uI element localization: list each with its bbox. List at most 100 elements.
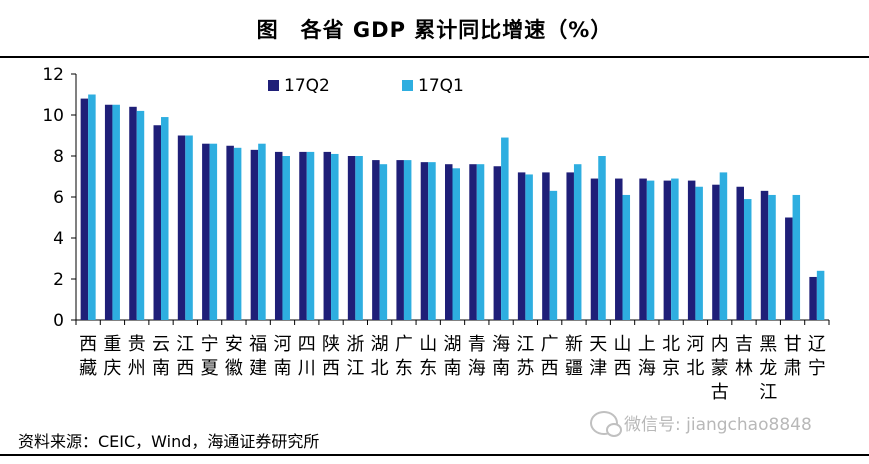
- chart-bars: [80, 94, 825, 321]
- x-tick-label: 山: [419, 334, 437, 355]
- legend-swatch-17Q1: [402, 80, 413, 91]
- x-tick-label: 宁: [201, 334, 219, 355]
- bar-17Q1: [355, 156, 363, 320]
- legend-label-17Q1: 17Q1: [418, 76, 464, 96]
- x-tick-label: 藏: [79, 358, 97, 379]
- x-tick-label: 内: [711, 334, 729, 355]
- x-tick-label: 南: [444, 358, 462, 379]
- x-tick-label: 西: [176, 358, 194, 379]
- bar-17Q2: [542, 172, 550, 320]
- bar-17Q1: [331, 153, 339, 320]
- bar-17Q2: [615, 178, 623, 320]
- bar-17Q1: [816, 270, 825, 320]
- bar-17Q2: [80, 98, 89, 320]
- x-tick-label: 黑: [759, 334, 777, 355]
- x-tick-label: 西: [322, 358, 340, 379]
- x-tick-label: 海: [468, 358, 486, 379]
- bar-17Q2: [469, 164, 477, 320]
- bar-17Q2: [323, 151, 332, 320]
- bar-17Q2: [687, 180, 696, 320]
- x-tick-label: 海: [638, 358, 656, 379]
- bar-17Q1: [282, 156, 290, 320]
- legend-swatch-17Q2: [268, 80, 279, 91]
- x-tick-label: 夏: [201, 358, 219, 379]
- y-tick-label: 8: [53, 147, 64, 167]
- bar-17Q2: [226, 145, 234, 320]
- bar-17Q1: [258, 143, 266, 320]
- watermark-text: 微信号: jiangchao8848: [624, 415, 812, 435]
- bar-17Q2: [639, 178, 647, 320]
- bar-17Q2: [566, 172, 574, 320]
- bar-17Q1: [88, 94, 96, 320]
- y-tick-label: 12: [42, 65, 64, 85]
- bar-17Q1: [185, 135, 193, 320]
- x-tick-label: 新: [565, 334, 583, 355]
- x-tick-label: 南: [273, 358, 291, 379]
- bar-17Q1: [792, 194, 801, 320]
- x-tick-label: 肃: [784, 358, 802, 379]
- x-tick-label: 浙: [346, 334, 364, 355]
- bar-17Q2: [736, 186, 744, 320]
- bar-17Q2: [347, 156, 356, 320]
- x-tick-label: 四: [298, 334, 316, 355]
- bar-17Q1: [549, 190, 558, 320]
- bar-17Q2: [177, 135, 186, 320]
- bottom-divider: [0, 454, 869, 456]
- x-tick-label: 贵: [128, 334, 146, 355]
- title-bar: 图 各省 GDP 累计同比增速（%）: [0, 0, 869, 58]
- bar-17Q2: [493, 166, 502, 320]
- wechat-icon: [590, 410, 622, 437]
- x-tick-label: 福: [249, 334, 267, 355]
- bar-17Q1: [598, 156, 606, 320]
- x-tick-label: 徽: [225, 358, 243, 379]
- x-tick-label: 西: [79, 334, 97, 355]
- y-tick-label: 4: [53, 229, 64, 249]
- y-tick-label: 6: [53, 188, 64, 208]
- x-tick-label: 林: [735, 358, 753, 379]
- x-tick-label: 东: [419, 358, 437, 379]
- legend-label-17Q2: 17Q2: [284, 76, 330, 96]
- bar-17Q1: [573, 164, 582, 320]
- x-tick-label: 青: [468, 334, 486, 355]
- x-tick-label: 河: [686, 334, 704, 355]
- bar-17Q2: [129, 106, 137, 320]
- chart-title: 图 各省 GDP 累计同比增速（%）: [256, 18, 613, 42]
- x-tick-label: 吉: [735, 334, 753, 355]
- bar-17Q1: [671, 178, 679, 320]
- x-tick-label: 北: [686, 358, 704, 379]
- x-tick-label: 湖: [371, 334, 389, 355]
- x-tick-label: 江: [176, 334, 194, 355]
- chart-axes: 024681012西藏重庆贵州云南江西宁夏安徽福建河南四川陕西浙江湖北广东山东湖…: [42, 65, 830, 403]
- x-tick-label: 江: [516, 334, 534, 355]
- x-tick-label: 蒙: [711, 358, 729, 379]
- bar-17Q1: [136, 110, 145, 321]
- x-tick-label: 宁: [808, 358, 826, 379]
- bar-17Q2: [274, 151, 283, 320]
- bar-17Q2: [809, 276, 817, 320]
- bar-17Q2: [517, 172, 526, 320]
- x-tick-label: 苏: [516, 358, 534, 379]
- x-tick-label: 安: [225, 334, 243, 355]
- bar-17Q1: [695, 186, 703, 320]
- bar-17Q2: [420, 162, 429, 320]
- bar-17Q1: [306, 151, 315, 320]
- x-tick-label: 山: [614, 334, 632, 355]
- x-tick-label: 上: [638, 334, 656, 355]
- bar-17Q2: [396, 160, 404, 320]
- bar-17Q2: [760, 190, 769, 320]
- bar-17Q2: [785, 217, 793, 320]
- x-tick-label: 南: [492, 358, 510, 379]
- bar-17Q1: [209, 143, 218, 320]
- x-tick-label: 广: [395, 334, 413, 355]
- bar-17Q2: [372, 160, 380, 320]
- bar-17Q2: [250, 149, 259, 320]
- x-tick-label: 西: [614, 358, 632, 379]
- bar-17Q2: [445, 164, 453, 320]
- x-tick-label: 北: [662, 334, 680, 355]
- bar-17Q1: [476, 164, 485, 320]
- chart-legend: 17Q2 17Q1: [268, 76, 464, 96]
- x-tick-label: 川: [298, 358, 316, 379]
- bar-17Q2: [104, 104, 113, 320]
- bar-17Q2: [590, 178, 599, 320]
- bar-17Q2: [663, 180, 672, 320]
